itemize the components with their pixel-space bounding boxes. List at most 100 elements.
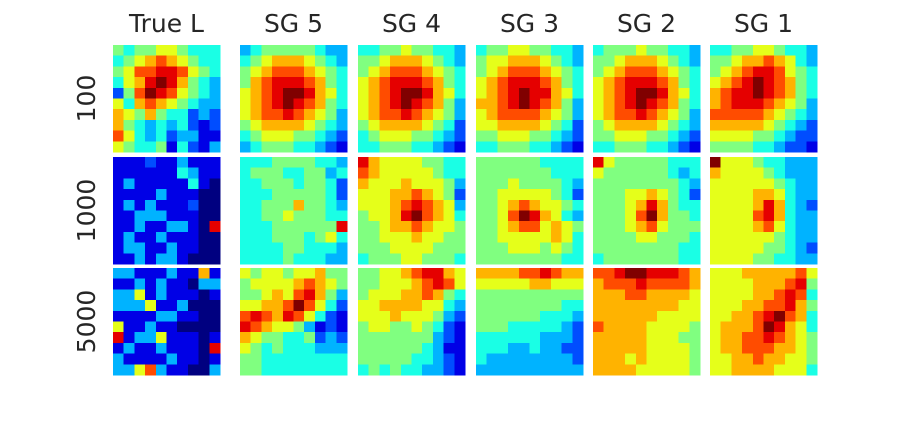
cell <box>752 221 764 233</box>
cell <box>774 300 786 312</box>
cell <box>806 300 818 312</box>
cell <box>497 332 509 344</box>
cell <box>572 268 584 280</box>
cell <box>795 157 807 169</box>
cell <box>635 210 647 222</box>
cell <box>614 141 626 153</box>
column-title: True L <box>128 9 204 38</box>
cell <box>752 332 764 344</box>
cell <box>593 300 605 312</box>
cell <box>443 66 455 78</box>
cell <box>400 77 412 89</box>
cell <box>368 157 380 169</box>
cell <box>134 199 146 211</box>
cell <box>261 210 273 222</box>
cell <box>155 141 167 153</box>
cell <box>806 157 818 169</box>
cell <box>603 98 615 110</box>
cell <box>784 278 796 290</box>
cell <box>282 210 294 222</box>
cell <box>282 353 294 365</box>
cell <box>187 77 199 89</box>
cell <box>198 55 210 67</box>
cell <box>261 310 273 322</box>
cell <box>486 210 498 222</box>
cell <box>358 119 370 131</box>
cell <box>314 109 326 121</box>
cell <box>508 210 520 222</box>
cell <box>784 98 796 110</box>
cell <box>454 178 466 190</box>
cell <box>518 242 530 254</box>
cell <box>454 253 466 265</box>
cell <box>411 130 423 142</box>
cell <box>325 300 337 312</box>
cell <box>166 253 178 265</box>
cell <box>795 66 807 78</box>
cell <box>325 231 337 243</box>
cell <box>763 45 775 57</box>
cell <box>400 300 412 312</box>
cell <box>763 130 775 142</box>
cell <box>209 157 221 169</box>
cell <box>336 141 348 153</box>
cell <box>529 310 541 322</box>
cell <box>774 141 786 153</box>
cell <box>774 199 786 211</box>
cell <box>742 289 754 301</box>
cell <box>752 66 764 78</box>
cell <box>518 221 530 233</box>
cell <box>476 231 488 243</box>
cell <box>304 332 316 344</box>
cell <box>187 364 199 376</box>
cell <box>177 98 189 110</box>
cell <box>614 45 626 57</box>
cell <box>400 278 412 290</box>
cell <box>667 55 679 67</box>
cell <box>123 130 135 142</box>
cell <box>518 178 530 190</box>
cell <box>678 45 690 57</box>
cell <box>486 167 498 179</box>
cell <box>240 221 252 233</box>
cell <box>432 98 444 110</box>
cell <box>784 45 796 57</box>
cell <box>272 189 284 201</box>
cell <box>667 253 679 265</box>
cell <box>667 342 679 354</box>
cell <box>390 141 402 153</box>
cell <box>113 45 125 57</box>
cell <box>293 189 305 201</box>
cell <box>742 231 754 243</box>
heatmap-panel <box>476 268 584 376</box>
cell <box>678 119 690 131</box>
cell <box>561 199 573 211</box>
cell <box>614 253 626 265</box>
cell <box>390 109 402 121</box>
cell <box>603 231 615 243</box>
cell <box>293 300 305 312</box>
cell <box>198 77 210 89</box>
cell <box>486 364 498 376</box>
cell <box>518 87 530 99</box>
cell <box>625 199 637 211</box>
cell <box>508 119 520 131</box>
cell <box>646 364 658 376</box>
cell <box>261 141 273 153</box>
cell <box>368 87 380 99</box>
cell <box>314 289 326 301</box>
cell <box>250 130 262 142</box>
cell <box>657 45 669 57</box>
cell <box>784 289 796 301</box>
cell <box>784 178 796 190</box>
cell <box>358 300 370 312</box>
cell <box>529 321 541 333</box>
cell <box>113 77 125 89</box>
cell <box>678 300 690 312</box>
cell <box>177 332 189 344</box>
cell <box>550 167 562 179</box>
cell <box>113 157 125 169</box>
cell <box>314 55 326 67</box>
cell <box>731 321 743 333</box>
